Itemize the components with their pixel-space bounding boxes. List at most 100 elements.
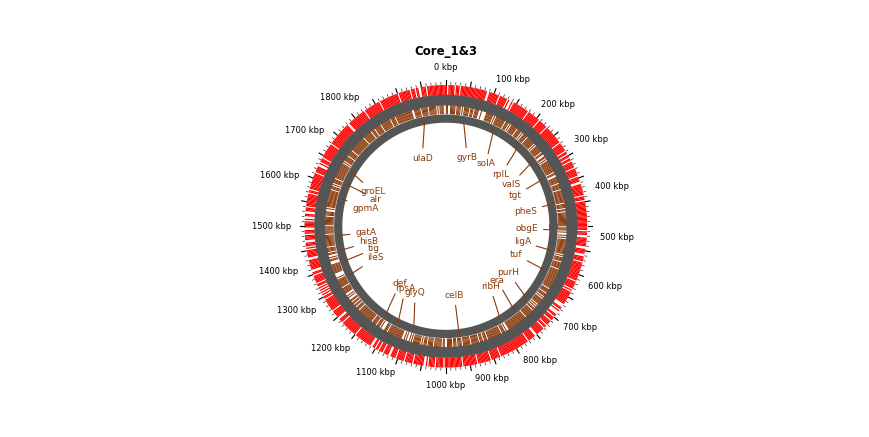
Polygon shape xyxy=(348,153,356,160)
Polygon shape xyxy=(363,135,371,143)
Polygon shape xyxy=(326,251,336,255)
Polygon shape xyxy=(335,174,344,180)
Polygon shape xyxy=(326,249,336,253)
Polygon shape xyxy=(439,85,441,95)
Polygon shape xyxy=(419,355,422,365)
Polygon shape xyxy=(409,109,414,119)
Polygon shape xyxy=(353,146,361,153)
Polygon shape xyxy=(538,319,546,327)
Polygon shape xyxy=(339,166,348,171)
Polygon shape xyxy=(552,260,562,264)
Polygon shape xyxy=(391,327,397,336)
Polygon shape xyxy=(338,167,348,173)
Polygon shape xyxy=(380,122,386,132)
Polygon shape xyxy=(431,338,434,348)
Polygon shape xyxy=(309,261,319,265)
Polygon shape xyxy=(328,298,336,305)
Polygon shape xyxy=(443,338,444,349)
Polygon shape xyxy=(461,105,463,115)
Polygon shape xyxy=(466,336,468,347)
Polygon shape xyxy=(519,109,525,118)
Polygon shape xyxy=(412,89,415,99)
Polygon shape xyxy=(483,111,488,121)
Polygon shape xyxy=(348,295,357,302)
Polygon shape xyxy=(339,132,348,140)
Polygon shape xyxy=(313,175,323,180)
Polygon shape xyxy=(343,159,352,165)
Text: ligA: ligA xyxy=(513,237,550,250)
Polygon shape xyxy=(323,229,334,231)
Polygon shape xyxy=(541,284,549,291)
Polygon shape xyxy=(387,118,392,128)
Text: Core_1&3: Core_1&3 xyxy=(414,45,477,58)
Polygon shape xyxy=(314,174,323,179)
Polygon shape xyxy=(344,318,352,326)
Polygon shape xyxy=(491,328,496,338)
Polygon shape xyxy=(555,149,565,156)
Polygon shape xyxy=(487,92,491,102)
Polygon shape xyxy=(489,329,494,339)
Polygon shape xyxy=(328,147,336,154)
Polygon shape xyxy=(554,199,565,202)
Polygon shape xyxy=(500,324,505,333)
Polygon shape xyxy=(335,137,343,145)
Text: ileS: ileS xyxy=(349,253,383,275)
Polygon shape xyxy=(420,87,423,97)
Polygon shape xyxy=(572,187,581,191)
Polygon shape xyxy=(438,357,440,368)
Polygon shape xyxy=(360,139,368,147)
Polygon shape xyxy=(453,338,454,348)
Polygon shape xyxy=(343,288,353,295)
Polygon shape xyxy=(489,350,494,360)
Polygon shape xyxy=(514,314,521,323)
Polygon shape xyxy=(514,106,521,115)
Polygon shape xyxy=(505,321,511,330)
Polygon shape xyxy=(334,176,343,181)
Polygon shape xyxy=(401,351,406,361)
Polygon shape xyxy=(541,283,551,289)
Polygon shape xyxy=(527,328,534,337)
Polygon shape xyxy=(536,291,546,297)
Polygon shape xyxy=(574,198,584,202)
Text: 1700 kbp: 1700 kbp xyxy=(284,126,323,135)
Polygon shape xyxy=(418,336,421,346)
Polygon shape xyxy=(523,331,530,340)
Polygon shape xyxy=(394,328,399,337)
Polygon shape xyxy=(445,357,447,368)
Polygon shape xyxy=(348,321,355,329)
Polygon shape xyxy=(323,226,334,227)
Polygon shape xyxy=(337,169,346,175)
Polygon shape xyxy=(317,166,327,171)
Polygon shape xyxy=(335,173,344,179)
Text: alr: alr xyxy=(346,184,381,204)
Polygon shape xyxy=(374,104,380,113)
Polygon shape xyxy=(530,299,538,307)
Polygon shape xyxy=(500,119,505,128)
Polygon shape xyxy=(350,297,359,304)
Polygon shape xyxy=(440,104,441,114)
Polygon shape xyxy=(494,327,500,336)
Polygon shape xyxy=(395,94,399,104)
Polygon shape xyxy=(308,195,317,198)
Polygon shape xyxy=(541,128,548,136)
Polygon shape xyxy=(576,218,587,220)
Polygon shape xyxy=(525,114,533,123)
Polygon shape xyxy=(323,234,334,236)
Polygon shape xyxy=(391,347,396,357)
Polygon shape xyxy=(436,338,438,348)
Polygon shape xyxy=(358,114,366,123)
Polygon shape xyxy=(351,298,360,305)
Polygon shape xyxy=(553,258,562,262)
Polygon shape xyxy=(328,258,338,262)
Polygon shape xyxy=(477,354,481,364)
Polygon shape xyxy=(326,199,336,202)
Polygon shape xyxy=(575,244,585,246)
Polygon shape xyxy=(433,357,434,367)
Polygon shape xyxy=(555,201,565,204)
Polygon shape xyxy=(497,347,502,356)
Polygon shape xyxy=(557,216,567,218)
Polygon shape xyxy=(506,343,511,352)
Polygon shape xyxy=(574,254,583,258)
Polygon shape xyxy=(428,86,430,96)
Polygon shape xyxy=(346,125,354,133)
